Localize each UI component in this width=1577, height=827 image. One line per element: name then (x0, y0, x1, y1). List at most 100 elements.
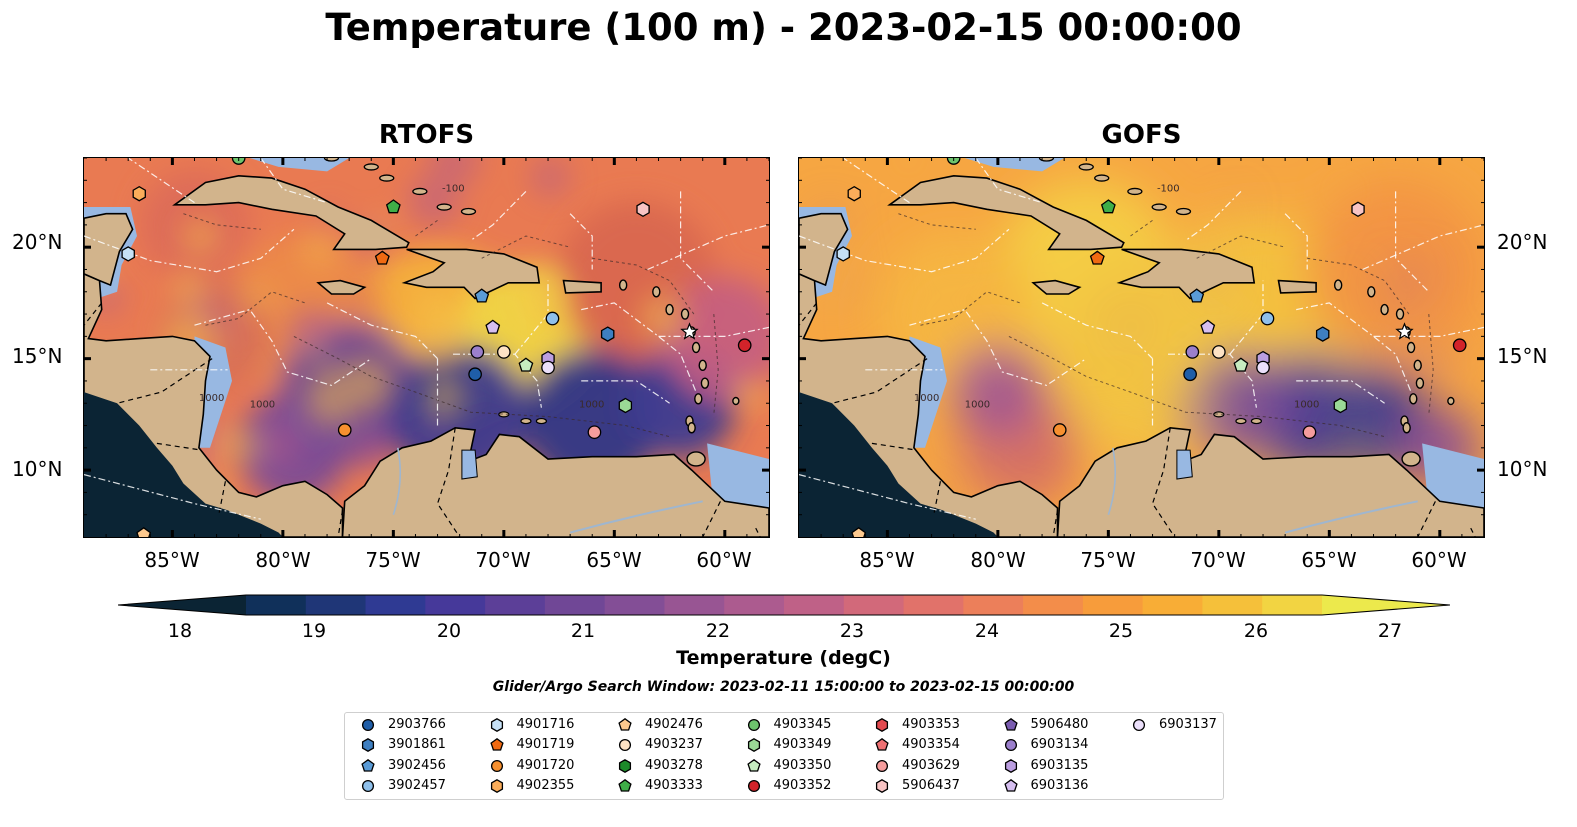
contour-label: 1000 (965, 400, 990, 411)
float-marker-6903136 (1200, 319, 1216, 334)
colorbar-segment (604, 595, 665, 615)
depth-contour (481, 235, 571, 259)
legend-marker-4903354 (875, 738, 889, 751)
star-marker (680, 322, 699, 340)
river (1284, 500, 1418, 534)
float-marker-4902355 (847, 185, 861, 202)
float-marker-4903345 (946, 158, 961, 165)
country-border (1151, 427, 1176, 537)
legend-item-6903134: 6903134 (1003, 735, 1088, 755)
trinidad-island (686, 451, 706, 467)
legend-item-4903349: 4903349 (746, 735, 831, 755)
island (1333, 279, 1343, 291)
legend-marker-4903278 (618, 758, 632, 773)
float-marker-4903349 (618, 397, 633, 414)
eez-boundary (658, 326, 769, 337)
island (1380, 303, 1389, 316)
float-marker-3901861 (600, 326, 615, 342)
legend-marker-5906480 (1003, 717, 1018, 731)
country-border (871, 442, 917, 451)
colorbar-segment (1023, 595, 1084, 615)
puerto-rico-land (1277, 279, 1317, 294)
island (698, 359, 707, 372)
colorbar-segment (246, 595, 307, 615)
contour-label: 1000 (579, 400, 604, 411)
legend-label: 3902457 (388, 777, 446, 793)
depth-contour (1008, 335, 1385, 438)
island (1409, 393, 1418, 405)
legend-marker-4903629 (875, 759, 889, 772)
eez-boundary (1041, 302, 1153, 360)
colorbar-tick: 22 (705, 620, 731, 642)
legend-marker-4903352 (747, 779, 760, 792)
legend-marker-3902456 (361, 758, 375, 772)
lat-label-10n-right: 10°N (1497, 457, 1548, 481)
river (1107, 447, 1117, 515)
eez-boundary (842, 158, 910, 204)
bahamas-island (379, 174, 395, 182)
colorbar-segment (963, 595, 1024, 615)
lon-label-85w-left: 85°W (144, 548, 200, 572)
legend-label: 4903354 (902, 737, 960, 753)
legend-item-2903766: 2903766 (360, 715, 446, 735)
bahamas-island (1151, 203, 1167, 211)
legend-item-4902355: 4902355 (489, 776, 574, 796)
star-marker (1395, 322, 1414, 340)
legend-item-5906437: 5906437 (874, 776, 960, 796)
bahamas-island (1127, 187, 1143, 196)
legend-item-4901716: 4901716 (489, 715, 575, 735)
legend-item-4903333: 4903333 (617, 776, 703, 796)
legend-marker-4903333 (618, 778, 632, 792)
legend-marker-4901716 (490, 718, 503, 732)
float-marker-4903333 (385, 199, 401, 214)
island (1406, 341, 1416, 354)
eez-boundary (909, 308, 1087, 387)
float-marker-4902476 (136, 526, 152, 537)
country-border (1417, 501, 1436, 537)
float-marker-6903136 (485, 319, 501, 334)
lon-label-60w-right: 60°W (1411, 548, 1467, 572)
colorbar-segment (485, 595, 546, 615)
legend-label: 4901716 (516, 717, 575, 732)
island (1367, 286, 1376, 298)
colorbar-segment (664, 595, 725, 615)
legend-item-3901861: 3901861 (360, 735, 446, 755)
island (700, 377, 710, 389)
colorbar-tick: 23 (839, 620, 865, 642)
panel-title-rtofs: RTOFS (378, 120, 475, 150)
float-marker-4903352 (737, 338, 752, 353)
float-marker-3902457 (1260, 311, 1275, 326)
eez-boundary (1373, 326, 1484, 337)
legend-marker-5906437 (875, 778, 889, 793)
lon-label-80w-right: 80°W (970, 548, 1026, 572)
legend-item-4903237: 4903237 (617, 735, 703, 755)
contour-label: 1000 (250, 400, 275, 411)
lon-label-80w-left: 80°W (255, 548, 311, 572)
island (1250, 417, 1263, 425)
country-border (1052, 510, 1059, 537)
island (1395, 308, 1405, 320)
trinidad-island (1401, 451, 1421, 467)
legend-label: 4903353 (902, 717, 960, 732)
legend-marker-4903237 (618, 739, 632, 752)
float-marker-4903349 (1333, 397, 1348, 414)
legend-marker-4903345 (747, 718, 760, 732)
depth-contour (293, 335, 670, 438)
float-legend: 2903766 3901861 3902456 3902457 4901716 49017… (344, 712, 1224, 800)
float-marker-4903237 (496, 345, 511, 359)
colorbar-tick: 21 (570, 620, 596, 642)
legend-label: 4903629 (902, 757, 960, 773)
depth-contour (1130, 219, 1153, 237)
legend-marker-6903137 (1132, 718, 1146, 732)
float-marker-4903345 (231, 158, 246, 165)
eez-boundary (1284, 213, 1308, 270)
eez-boundary (1296, 302, 1412, 393)
island (687, 422, 696, 434)
legend-marker-6903136 (1003, 778, 1018, 792)
legend-item-4903350: 4903350 (746, 756, 831, 776)
bahamas-island (412, 187, 428, 196)
eez-boundary (470, 190, 527, 241)
float-marker-6903134 (470, 345, 485, 359)
depth-contour (415, 219, 438, 237)
country-border (1470, 527, 1476, 537)
